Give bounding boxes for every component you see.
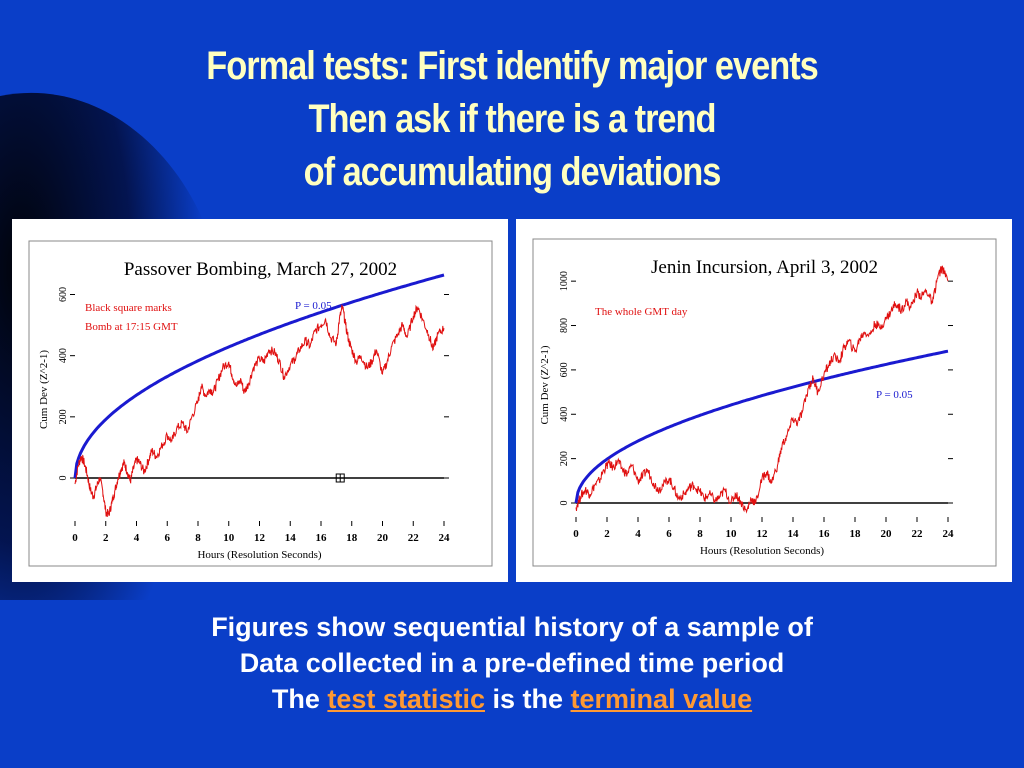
x-tick-label: 14 <box>285 532 297 544</box>
p-value-label: P = 0.05 <box>876 389 913 401</box>
x-tick-label: 18 <box>850 528 862 540</box>
x-tick-label: 0 <box>573 528 579 540</box>
y-tick-label: 600 <box>58 287 69 302</box>
caption-line-1: Figures show sequential history of a sam… <box>211 612 813 642</box>
x-tick-label: 16 <box>316 532 328 544</box>
x-tick-label: 24 <box>943 528 955 540</box>
slide-title: Formal tests: First identify major event… <box>72 40 953 199</box>
y-tick-label: 600 <box>559 362 570 377</box>
cumulative-deviation-curve <box>74 304 445 517</box>
x-tick-label: 4 <box>134 532 140 544</box>
y-tick-label: 0 <box>559 501 570 506</box>
annotation-text: Black square marks <box>85 302 172 314</box>
x-tick-label: 6 <box>165 532 171 544</box>
x-tick-label: 24 <box>439 532 451 544</box>
x-tick-label: 8 <box>697 528 703 540</box>
p-value-label: P = 0.05 <box>295 300 332 312</box>
x-tick-label: 2 <box>604 528 610 540</box>
title-line-1: Formal tests: First identify major event… <box>206 44 818 88</box>
x-tick-label: 14 <box>788 528 800 540</box>
y-tick-label: 800 <box>559 318 570 333</box>
caption-line-2: Data collected in a pre-defined time per… <box>239 648 785 678</box>
x-tick-label: 18 <box>346 532 358 544</box>
chart-panel-passover: Passover Bombing, March 27, 2002 0 2 4 6 8 10 1… <box>12 219 508 582</box>
x-tick-label: 8 <box>195 532 201 544</box>
x-tick-label: 12 <box>757 528 769 540</box>
caption-line-3-middle: is the <box>492 684 564 714</box>
x-tick-label: 10 <box>726 528 738 540</box>
chart-frame <box>28 240 493 567</box>
caption-line-3: The test statistic is the terminal value <box>0 681 1024 717</box>
p-005-curve <box>73 273 445 479</box>
p-005-curve <box>574 349 949 504</box>
terminal-value-link[interactable]: terminal value <box>570 684 753 714</box>
title-line-2: Then ask if there is a trend <box>308 97 717 141</box>
caption-line-3-prefix: The <box>271 684 320 714</box>
x-tick-label: 22 <box>912 528 924 540</box>
x-tick-label: 20 <box>377 532 389 544</box>
y-tick-label: 400 <box>559 407 570 422</box>
y-tick-label: 200 <box>58 409 69 424</box>
x-tick-label: 2 <box>103 532 109 544</box>
x-tick-label: 6 <box>666 528 672 540</box>
chart-panel-jenin: Jenin Incursion, April 3, 2002 0 2 4 6 8 10 12 1… <box>516 219 1012 582</box>
annotation-text: The whole GMT day <box>595 306 688 318</box>
chart-title: Jenin Incursion, April 3, 2002 <box>651 257 878 278</box>
x-tick-label: 12 <box>254 532 266 544</box>
x-tick-label: 10 <box>223 532 235 544</box>
test-statistic-link[interactable]: test statistic <box>327 684 485 714</box>
cumulative-deviation-curve <box>575 265 949 514</box>
chart-frame <box>532 238 997 567</box>
y-axis-label: Cum Dev (Z^2-1) <box>539 345 551 424</box>
title-line-3: of accumulating deviations <box>303 150 722 194</box>
y-tick-label: 0 <box>58 476 69 481</box>
x-tick-label: 22 <box>408 532 420 544</box>
annotation-text: Bomb at 17:15 GMT <box>85 321 178 333</box>
x-tick-label: 16 <box>819 528 831 540</box>
x-tick-label: 4 <box>635 528 641 540</box>
y-tick-label: 200 <box>559 451 570 466</box>
x-axis-label: Hours (Resolution Seconds) <box>197 549 321 561</box>
y-axis-label: Cum Dev (Z^2-1) <box>38 350 50 429</box>
x-tick-label: 20 <box>881 528 893 540</box>
x-axis-label: Hours (Resolution Seconds) <box>700 545 824 557</box>
y-tick-label: 1000 <box>559 271 570 291</box>
x-tick-label: 0 <box>72 532 78 544</box>
y-tick-label: 400 <box>58 348 69 363</box>
chart-title: Passover Bombing, March 27, 2002 <box>124 259 397 280</box>
slide-caption: Figures show sequential history of a sam… <box>0 609 1024 717</box>
